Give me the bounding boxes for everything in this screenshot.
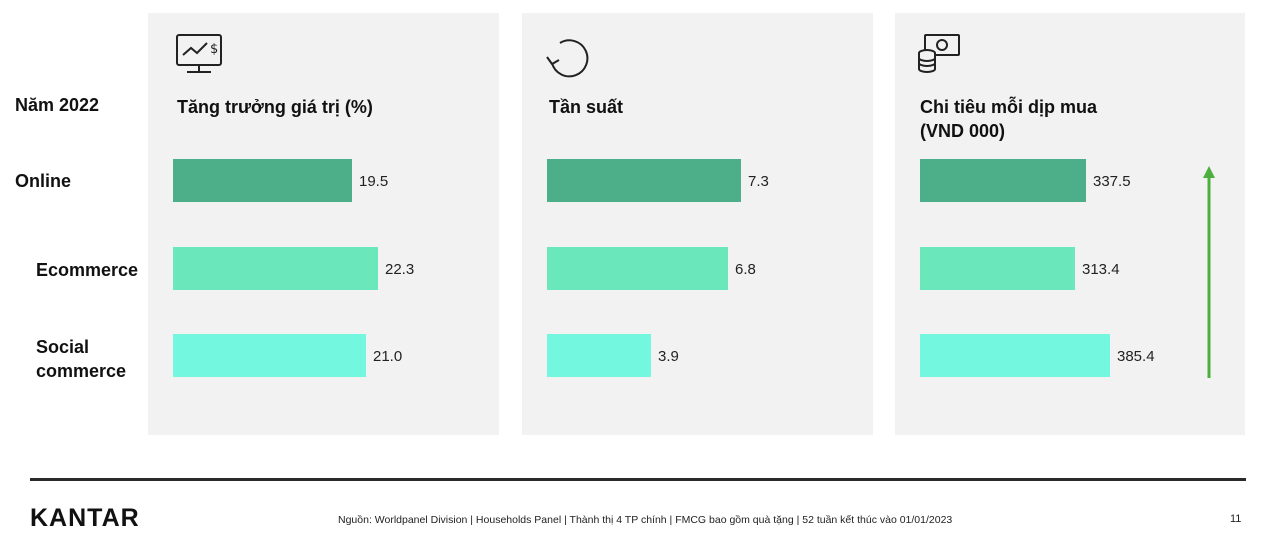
bar-ecommerce	[920, 247, 1075, 290]
up-arrow-icon	[1203, 166, 1215, 378]
bar-online	[547, 159, 741, 202]
footer-rule	[30, 478, 1246, 481]
category-label-online: Online	[15, 169, 71, 193]
panel-title-line: Tần suất	[549, 97, 624, 117]
source-note: Nguồn: Worldpanel Division | Households …	[338, 514, 953, 526]
panel-title-frequency: Tần suất	[549, 95, 623, 119]
data-label-ecommerce: 313.4	[1082, 261, 1120, 278]
monitor-dollar-chart-icon: $	[176, 34, 222, 73]
panel-title-spend-per-trip: Chi tiêu mỗi dịp mua (VND 000)	[920, 95, 1097, 143]
page-number: 11	[1230, 513, 1242, 525]
category-label-line: commerce	[36, 361, 127, 381]
panel-title-line: (VND 000)	[920, 121, 1006, 141]
panel-title-line: Chi tiêu mỗi dịp mua	[920, 97, 1098, 117]
bar-social-commerce	[920, 334, 1110, 377]
category-label-ecommerce: Ecommerce	[36, 258, 138, 282]
data-label-ecommerce: 6.8	[735, 261, 756, 278]
svg-text:$: $	[210, 42, 218, 57]
money-coins-icon	[918, 34, 960, 73]
data-label-social-commerce: 385.4	[1117, 348, 1155, 365]
data-label-online: 19.5	[359, 173, 389, 190]
category-label-line: Ecommerce	[36, 260, 139, 280]
bar-ecommerce	[547, 247, 728, 290]
category-label-line: Social	[36, 337, 90, 357]
bar-social-commerce	[547, 334, 651, 377]
panel-title-value-growth: Tăng trưởng giá trị (%)	[177, 95, 373, 119]
bar-social-commerce	[173, 334, 366, 377]
category-label-social-commerce: Social commerce	[36, 335, 126, 383]
bar-online	[920, 159, 1086, 202]
bar-online	[173, 159, 352, 202]
year-label: Năm 2022	[15, 95, 100, 115]
circular-arrow-icon	[546, 39, 589, 78]
bar-ecommerce	[173, 247, 378, 290]
data-label-ecommerce: 22.3	[385, 261, 415, 278]
category-label-line: Online	[15, 171, 72, 191]
panel-title-line: Tăng trưởng giá trị (%)	[177, 97, 373, 117]
data-label-social-commerce: 3.9	[658, 348, 679, 365]
kantar-logo: KANTAR	[30, 504, 140, 532]
data-label-online: 337.5	[1093, 173, 1131, 190]
data-label-online: 7.3	[748, 173, 769, 190]
data-label-social-commerce: 21.0	[373, 348, 403, 365]
